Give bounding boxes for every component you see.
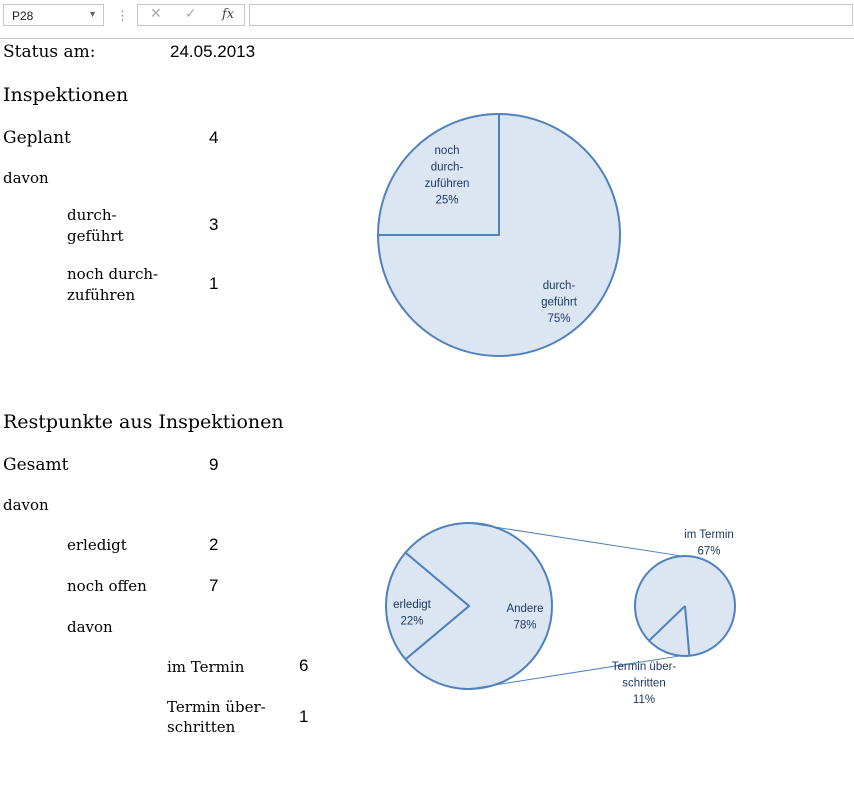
pie1-label-noch: noch durch-zuführen 25%: [425, 145, 470, 207]
erledigt-value: 2: [209, 535, 219, 554]
noch-offen-label: noch offen: [67, 577, 147, 595]
formula-input[interactable]: [249, 4, 853, 26]
pie1-slice-durchgefuehrt: [377, 113, 621, 357]
pie2-label-erledigt: erledigt 22%: [393, 599, 432, 628]
done-label-line1: durch-: [67, 206, 117, 224]
erledigt-label: erledigt: [67, 536, 127, 554]
of-which-label: davon: [3, 169, 49, 187]
pie2-label-termin-ueberschritten: Termin über-schritten 11%: [612, 661, 677, 706]
planned-label: Geplant: [3, 128, 71, 148]
name-box-value: P28: [12, 9, 34, 23]
pie2-slice-andere: [404, 522, 553, 690]
formula-buttons: ✕ ✓ fx: [137, 4, 245, 26]
im-termin-value: 6: [299, 656, 309, 675]
open-label-line2: zuführen: [67, 286, 136, 304]
pie1-label-durchgefuehrt: durch-geführt 75%: [541, 280, 578, 325]
insert-function-icon[interactable]: fx: [222, 7, 235, 22]
done-value: 3: [209, 215, 219, 234]
total-value: 9: [209, 455, 219, 474]
pie2-label-andere: Andere 78%: [506, 603, 543, 632]
pie2-connector-bottom: [468, 655, 681, 690]
enter-icon[interactable]: ✓: [185, 6, 197, 22]
of-which-label-3: davon: [67, 618, 113, 636]
of-which-label-2: davon: [3, 496, 49, 514]
pie2-label-im-termin: im Termin 67%: [684, 529, 734, 558]
status-label: Status am:: [3, 42, 96, 62]
chevron-down-icon[interactable]: ▼: [88, 9, 97, 19]
overdue-label-line1: Termin über-: [167, 698, 266, 716]
name-box[interactable]: P28 ▼: [3, 4, 104, 26]
pie2-connector-top: [468, 522, 683, 557]
inspektionen-heading: Inspektionen: [3, 84, 129, 106]
total-label: Gesamt: [3, 455, 69, 475]
pie2-slice-erledigt: [385, 551, 470, 661]
status-date: 24.05.2013: [170, 42, 256, 61]
done-label-line2: geführt: [67, 227, 124, 245]
formula-bar: P28 ▼ ⋮ ✕ ✓ fx: [0, 0, 854, 39]
pie1-slice-noch: [377, 113, 500, 236]
noch-offen-value: 7: [209, 576, 219, 595]
more-options-icon[interactable]: ⋮: [116, 8, 129, 23]
cancel-icon[interactable]: ✕: [150, 6, 162, 22]
overdue-value: 1: [299, 707, 309, 726]
open-value: 1: [209, 274, 219, 293]
open-label-line1: noch durch-: [67, 265, 159, 283]
planned-value: 4: [209, 128, 219, 147]
pie2-secondary-slice-termin-ueberschritten: [648, 605, 691, 656]
overdue-label-line2: schritten: [167, 718, 236, 736]
im-termin-label: im Termin: [167, 658, 245, 676]
restpunkte-heading: Restpunkte aus Inspektionen: [3, 411, 284, 433]
